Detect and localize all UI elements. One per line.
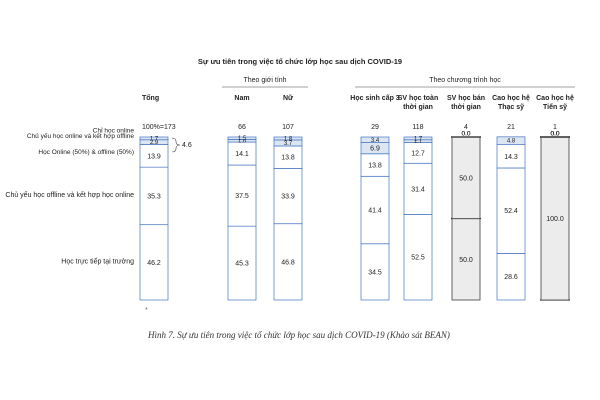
category-label-4: SV học toàn: [398, 95, 438, 102]
data-label: 41.4: [368, 208, 382, 215]
data-label: 0.0: [550, 131, 559, 138]
legend-label-4: Chỉ học online: [93, 126, 135, 134]
bar-segment: [139, 136, 169, 141]
data-label: 13.8: [281, 155, 295, 162]
category-label-3: Học sinh cấp 3: [350, 94, 400, 102]
bar-segment: [403, 136, 433, 141]
data-label: 46.8: [281, 259, 295, 266]
category-label-1: Nam: [234, 95, 249, 102]
bar-segment: [496, 253, 526, 301]
bar-outline: [540, 136, 570, 301]
figure-caption: Hình 7. Sự ưu tiên trong việc tổ chức lớ…: [148, 330, 450, 340]
category-label-4: thời gian: [403, 104, 433, 111]
bar-segment: [360, 136, 390, 143]
category-label-7: Tiến sỹ: [543, 103, 567, 111]
chart-title: Sự ưu tiên trong việc tổ chức lớp học sa…: [198, 57, 402, 66]
bar-segment: [360, 243, 390, 301]
data-label: 1.7: [150, 136, 159, 142]
data-label: 1.8: [284, 136, 293, 142]
category-n-5: 4: [464, 124, 468, 131]
category-n-1: 66: [238, 124, 246, 131]
data-label: 33.9: [281, 194, 295, 201]
category-label-7: Cao học hệ: [536, 95, 574, 102]
data-label: 13.8: [368, 163, 382, 170]
data-label: 50.0: [459, 257, 473, 264]
data-label: 35.3: [147, 193, 161, 200]
data-label: 3.7: [284, 141, 293, 147]
bar-segment: [139, 224, 169, 301]
data-label: 100.0: [546, 216, 564, 223]
group-header-0: Theo giới tính: [243, 77, 286, 84]
data-label: 1.7: [414, 139, 423, 145]
data-label: 52.4: [504, 208, 518, 215]
data-label: 3.4: [371, 138, 380, 144]
data-label: 37.5: [235, 193, 249, 200]
bar-segment: [273, 223, 303, 301]
bar-segment: [403, 214, 433, 301]
category-label-5: thời gian: [451, 104, 481, 111]
data-label: 50.0: [459, 175, 473, 182]
legend-label-3: Chủ yếu học online và kết hợp offline: [27, 131, 135, 140]
data-label: 0.0: [461, 131, 470, 138]
data-label: 46.2: [147, 260, 161, 267]
bar-segment: [273, 168, 303, 225]
data-label: 4.8: [507, 139, 516, 145]
category-label-0: Tổng: [142, 94, 159, 102]
footnote-marker: *: [145, 307, 148, 314]
data-label: 0.0: [550, 131, 559, 138]
bar-segment: [139, 166, 169, 226]
data-label: 13.9: [147, 153, 161, 160]
data-label: 0.0: [461, 131, 470, 138]
data-label: 28.6: [504, 274, 518, 281]
bracket-label: 4.6: [182, 142, 192, 149]
group-header-1: Theo chương trình học: [429, 77, 501, 84]
data-label: 14.1: [235, 151, 249, 158]
category-n-3: 29: [371, 124, 379, 131]
data-label: 6.9: [370, 146, 380, 153]
bar-segment: [451, 218, 481, 301]
data-label: 2.9: [150, 140, 159, 146]
bar-segment: [403, 162, 433, 215]
data-label: 45.3: [235, 261, 249, 268]
data-label: 1.5: [238, 136, 247, 142]
data-label: 1.6: [238, 139, 247, 145]
category-label-2: Nữ: [283, 95, 294, 102]
bracket: [171, 137, 181, 153]
legend-label-2: Học Online (50%) & offline (50%): [38, 149, 134, 156]
bar-segment: [496, 167, 526, 254]
data-label: 34.5: [368, 269, 382, 276]
data-label: 1.7: [414, 136, 423, 142]
legend-label-1: Chủ yếu học offline và kết hợp học onlin…: [5, 190, 134, 199]
data-label: 0.0: [550, 131, 559, 138]
category-n-6: 21: [507, 124, 515, 131]
bar-segment: [227, 136, 257, 140]
bar-segment: [273, 136, 303, 141]
category-label-6: Cao học hệ: [492, 95, 530, 102]
category-n-4: 118: [412, 124, 423, 131]
category-n-2: 107: [282, 124, 294, 131]
category-label-5: SV học bán: [447, 95, 485, 102]
category-n-0: 100%=173: [142, 124, 176, 131]
bar-segment: [360, 175, 390, 245]
legend-label-0: Học trực tiếp tại trường: [61, 256, 134, 265]
data-label: 31.4: [411, 186, 425, 193]
bar-segment: [496, 136, 526, 146]
bar-outline: [451, 136, 481, 301]
data-label: 52.5: [411, 255, 425, 262]
category-n-7: 1: [553, 124, 557, 131]
bar-segment: [451, 136, 481, 219]
category-label-6: Thạc sỹ: [498, 104, 524, 111]
data-label: 14.3: [504, 154, 518, 161]
data-label: 12.7: [411, 150, 425, 157]
